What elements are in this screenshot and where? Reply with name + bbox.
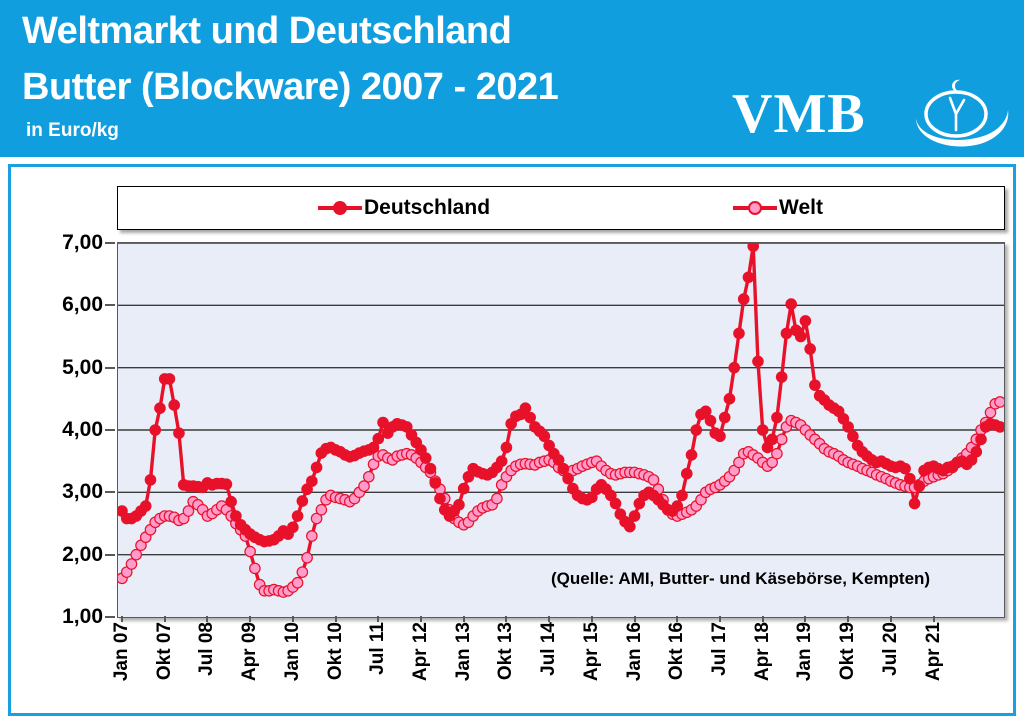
page-subtitle: in Euro/kg xyxy=(26,120,119,141)
source-annotation: (Quelle: AMI, Butter- und Käsebörse, Kem… xyxy=(551,569,931,588)
x-tick-mark xyxy=(761,616,764,622)
x-tick-label: Jul 20 xyxy=(879,622,901,676)
y-tick-label: 6,00 xyxy=(62,293,103,317)
x-tick-label: Okt 19 xyxy=(837,622,859,681)
legend-item-deutschland[interactable]: Deutschland xyxy=(318,193,490,223)
x-tick-mark xyxy=(334,616,337,622)
x-tick-mark xyxy=(206,616,209,622)
y-tick-label: 3,00 xyxy=(62,480,103,504)
legend-marker-deutschland xyxy=(318,199,362,217)
x-tick-label: Okt 13 xyxy=(495,622,517,681)
x-tick-mark xyxy=(633,616,636,622)
y-axis: 1,00 2,00 3,00 4,00 5,00 6,00 7,00 xyxy=(11,231,115,628)
x-tick-mark xyxy=(932,616,935,622)
x-tick-mark xyxy=(419,616,422,622)
y-tick-mark xyxy=(105,304,115,307)
y-tick-mark xyxy=(105,491,115,494)
y-tick-label: 7,00 xyxy=(62,231,103,254)
plot-area xyxy=(117,242,1005,618)
x-tick-mark xyxy=(676,616,679,622)
legend-item-welt[interactable]: Welt xyxy=(733,193,823,223)
y-tick-label: 1,00 xyxy=(62,605,103,628)
x-tick-label: Jan 19 xyxy=(794,622,816,682)
x-tick-label: Jul 14 xyxy=(538,622,560,676)
page-title-line2: Butter (Blockware) 2007 - 2021 xyxy=(22,66,559,108)
x-tick-label: Jul 11 xyxy=(367,622,389,675)
x-tick-mark xyxy=(377,616,380,622)
y-tick-mark xyxy=(105,429,115,431)
x-tick-mark xyxy=(804,616,807,622)
x-tick-label: Jan 13 xyxy=(452,622,474,682)
vmb-swoosh-icon xyxy=(916,79,1009,147)
x-tick-label: Jan 16 xyxy=(623,622,645,682)
x-tick-label: Apr 12 xyxy=(409,622,431,682)
x-tick-label: Jan 07 xyxy=(111,622,132,682)
chart-svg xyxy=(118,243,1004,598)
x-tick-mark xyxy=(548,616,551,622)
y-tick-mark xyxy=(105,616,115,618)
x-tick-label: Jul 08 xyxy=(196,622,218,676)
legend-label-welt: Welt xyxy=(779,196,823,219)
y-tick-label: 5,00 xyxy=(62,355,103,379)
vmb-logo: VMB xyxy=(714,78,1014,152)
plot-wrapper: (Quelle: AMI, Butter- und Käsebörse, Kem… xyxy=(117,242,1005,618)
x-tick-mark xyxy=(121,616,123,622)
series-markers-welt xyxy=(118,396,1004,598)
legend-label-deutschland: Deutschland xyxy=(364,196,491,219)
x-tick-mark xyxy=(291,616,294,622)
x-tick-mark xyxy=(718,616,721,622)
x-tick-mark xyxy=(590,616,593,622)
x-axis: Jan 07 Okt 07 Jul 08 Apr 09 Jan 10 Okt 10 Jul … xyxy=(111,616,1005,714)
x-tick-mark xyxy=(847,616,850,622)
x-tick-label: Apr 15 xyxy=(580,622,602,682)
x-tick-label: Okt 10 xyxy=(324,622,346,681)
header-banner: Weltmarkt und Deutschland Butter (Blockw… xyxy=(0,0,1024,157)
y-tick-mark xyxy=(105,366,115,369)
y-tick-mark xyxy=(105,242,115,244)
series-markers-deutschland xyxy=(118,243,1004,548)
y-tick-label: 2,00 xyxy=(62,542,103,566)
y-tick-mark xyxy=(105,553,115,556)
x-tick-label: Jul 17 xyxy=(708,622,730,676)
x-tick-label: Okt 16 xyxy=(666,622,688,681)
x-tick-label: Okt 07 xyxy=(153,622,175,681)
x-tick-mark xyxy=(163,616,166,622)
chart-legend: Deutschland Welt xyxy=(117,186,1005,230)
x-tick-label: Apr 09 xyxy=(239,622,261,682)
x-tick-mark xyxy=(889,616,892,622)
x-tick-mark xyxy=(462,616,465,622)
legend-marker-welt xyxy=(733,199,777,217)
x-tick-mark xyxy=(249,616,252,622)
x-tick-label: Jan 10 xyxy=(281,622,303,682)
x-tick-mark xyxy=(505,616,508,622)
y-tick-label: 4,00 xyxy=(62,418,103,441)
logo-text: VMB xyxy=(732,83,866,145)
x-tick-label: Apr 21 xyxy=(922,622,944,682)
series-line-deutschland xyxy=(120,244,1002,544)
chart-container: Deutschland Welt 1,00 2,00 3,00 4,00 5,00 6,0… xyxy=(8,164,1016,716)
x-tick-label: Apr 18 xyxy=(751,622,773,682)
page-title-line1: Weltmarkt und Deutschland xyxy=(22,10,512,52)
